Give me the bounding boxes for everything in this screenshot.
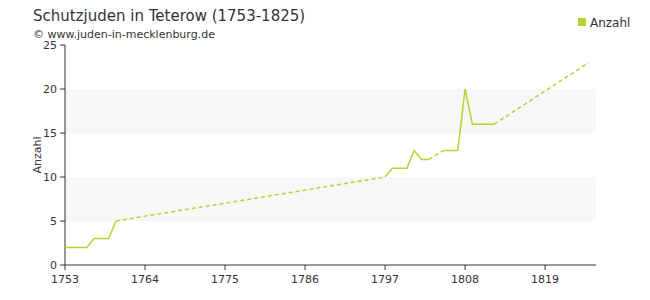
title: Schutzjuden in Teterow (1753-1825): [33, 7, 305, 25]
x-tick: [385, 265, 386, 270]
legend-swatch: [578, 18, 586, 26]
x-tick-label: 1797: [371, 273, 399, 286]
x-axis: [65, 265, 596, 266]
y-tick: [60, 133, 65, 134]
grid-band: [65, 89, 596, 133]
line-gap-segment: [429, 151, 444, 160]
y-tick: [60, 265, 65, 266]
x-tick: [545, 265, 546, 270]
x-tick-label: 1753: [51, 273, 79, 286]
x-tick-label: 1764: [131, 273, 159, 286]
y-tick: [60, 221, 65, 222]
y-tick: [60, 45, 65, 46]
line-segment: [443, 89, 494, 151]
y-tick-label: 10: [43, 171, 57, 184]
y-tick-label: 0: [50, 259, 57, 272]
chart: 05101520251753176417751786179718081819Sc…: [0, 0, 650, 300]
line-segment: [385, 151, 429, 177]
plot-area: [65, 63, 589, 248]
grid-band: [65, 177, 596, 221]
y-tick-label: 5: [50, 215, 57, 228]
x-tick: [465, 265, 466, 270]
subtitle: © www.juden-in-mecklenburg.de: [33, 28, 215, 41]
y-axis: [65, 45, 66, 265]
x-tick-label: 1775: [211, 273, 239, 286]
y-tick: [60, 89, 65, 90]
y-tick: [60, 177, 65, 178]
x-tick: [65, 265, 66, 270]
x-tick-label: 1808: [451, 273, 479, 286]
y-tick-label: 15: [43, 127, 57, 140]
line-segment: [65, 221, 116, 247]
x-tick-label: 1786: [291, 273, 319, 286]
x-tick: [145, 265, 146, 270]
line-gap-segment: [494, 63, 589, 125]
x-tick: [305, 265, 306, 270]
y-tick-label: 20: [43, 83, 57, 96]
x-tick: [225, 265, 226, 270]
legend-label: Anzahl: [590, 16, 630, 30]
x-tick-label: 1819: [531, 273, 559, 286]
line-gap-segment: [116, 177, 385, 221]
y-axis-label: Anzahl: [31, 136, 44, 173]
